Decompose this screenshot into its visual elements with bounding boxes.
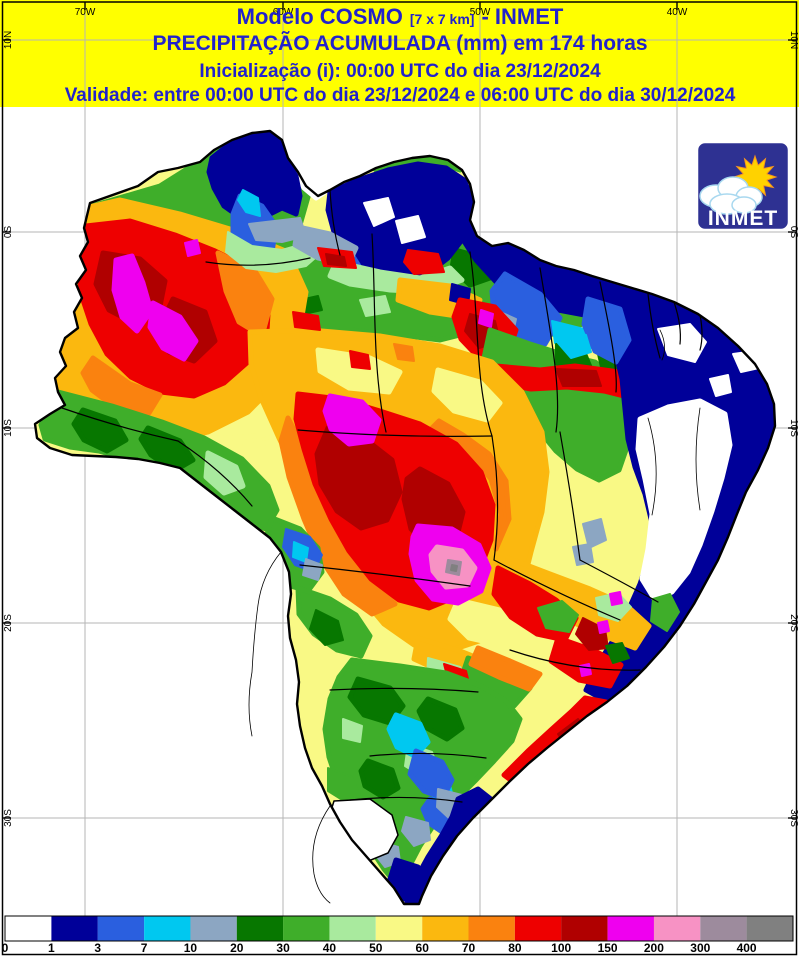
colorbar-label: 30 <box>276 941 290 955</box>
title-line3: Inicialização (i): 00:00 UTC do dia 23/1… <box>199 61 601 82</box>
colorbar-cell <box>190 916 237 941</box>
colorbar-label: 100 <box>551 941 571 955</box>
latitude-tick-label-left: 10S <box>3 419 14 437</box>
title-resolution: [7 x 7 km] <box>410 11 475 27</box>
sun-core <box>743 165 767 189</box>
colorbar-outline <box>4 915 794 942</box>
logo-text: INMET <box>708 207 778 230</box>
colorbar-cell <box>607 916 654 941</box>
colorbar-cell <box>514 916 562 941</box>
latitude-tick-label-right: 10N <box>788 31 799 49</box>
colorbar-label: 70 <box>462 941 476 955</box>
colorbar-cell <box>700 916 747 941</box>
longitude-tick-label: 60W <box>273 7 294 18</box>
colorbar-cell <box>653 916 701 941</box>
latitude-tick-label-left: 10N <box>3 31 14 49</box>
title-line4: Validade: entre 00:00 UTC do dia 23/12/2… <box>65 85 736 106</box>
latitude-tick-label-right: 0S <box>788 226 799 239</box>
latitude-tick-label-left: 20S <box>3 614 14 632</box>
longitude-tick-label: 50W <box>470 7 491 18</box>
colorbar-label: 0 <box>2 941 9 955</box>
neighbor-country-borders <box>248 551 331 904</box>
colorbar-cell <box>97 916 145 941</box>
colorbar-cell <box>144 916 191 941</box>
colorbar: 0 1 3 7 10 20 30 40 50 60 70 80 100 150 200 300 400 <box>2 915 794 955</box>
borders-layer <box>33 129 777 906</box>
colorbar-cell <box>329 916 376 941</box>
state-borders <box>61 189 703 803</box>
title-band-background <box>0 0 799 107</box>
colorbar-label: 50 <box>369 941 383 955</box>
latitude-tick-label-left: 30S <box>3 809 14 827</box>
axis-layer: 70W 60W 50W 40W 10N 10N 0S 0S 10S 10S 20S 20S 30S 30S <box>3 2 799 827</box>
colorbar-label: 80 <box>508 941 522 955</box>
latitude-tick-label-left: 0S <box>3 226 14 239</box>
precipitation-field <box>35 131 775 904</box>
latitude-tick-label-right: 30S <box>788 809 799 827</box>
colorbar-cell <box>283 916 330 941</box>
colorbar-label: 40 <box>323 941 337 955</box>
colorbar-label: 300 <box>690 941 710 955</box>
longitude-tick-label: 40W <box>667 7 688 18</box>
colorbar-label: 200 <box>644 941 664 955</box>
colorbar-cell <box>561 916 608 941</box>
colorbar-label: 3 <box>94 941 101 955</box>
colorbar-cell <box>468 916 515 941</box>
colorbar-cell <box>746 916 793 941</box>
colorbar-label: 20 <box>230 941 244 955</box>
colorbar-cell <box>236 916 284 941</box>
title-block: Modelo COSMO [7 x 7 km] - INMET PRECIPITAÇ… <box>65 4 736 106</box>
title-line1: Modelo COSMO [7 x 7 km] - INMET <box>237 4 564 29</box>
title-line2: PRECIPITAÇÃO ACUMULADA (mm) em 174 horas <box>152 32 647 55</box>
colorbar-label: 1 <box>48 941 55 955</box>
title-org: - INMET <box>481 4 563 29</box>
colorbar-cell <box>375 916 423 941</box>
colorbar-label: 400 <box>737 941 757 955</box>
colorbar-label: 10 <box>184 941 198 955</box>
colorbar-label: 150 <box>598 941 618 955</box>
latitude-tick-label-right: 20S <box>788 614 799 632</box>
colorbar-cell <box>422 916 469 941</box>
colorbar-label: 7 <box>141 941 148 955</box>
longitude-tick-label: 70W <box>75 7 96 18</box>
colorbar-cell <box>51 916 98 941</box>
inmet-logo: INMET <box>695 140 791 232</box>
latitude-tick-label-right: 10S <box>788 419 799 437</box>
colorbar-cell <box>5 916 52 941</box>
colorbar-label: 60 <box>416 941 430 955</box>
cloud-icon <box>699 176 763 215</box>
title-model: Modelo COSMO <box>237 4 403 29</box>
